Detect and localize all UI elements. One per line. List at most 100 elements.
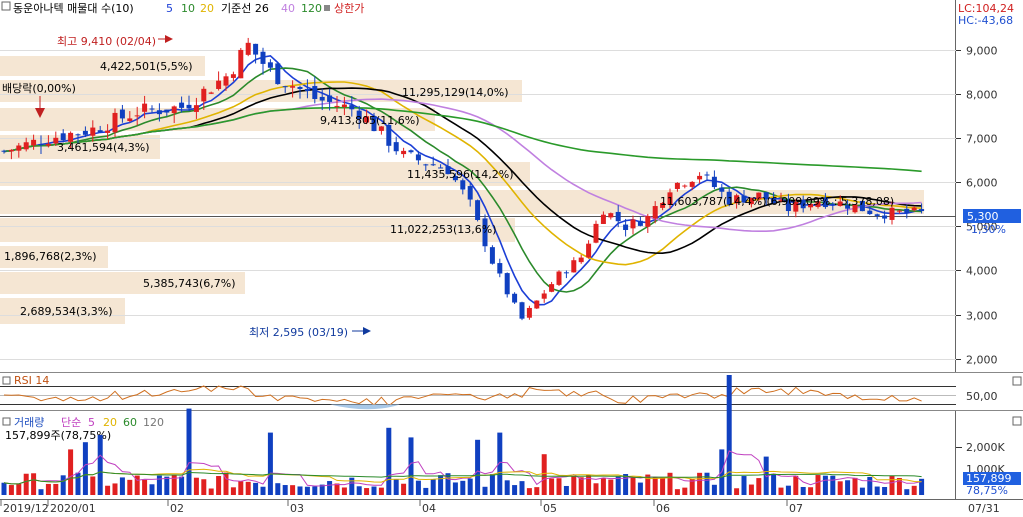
candle-body <box>142 103 148 112</box>
volume-bar <box>867 476 873 495</box>
volume-bar <box>216 476 222 495</box>
candle-body <box>245 42 251 55</box>
volume-profile-label: 1,896,768(2,3%) <box>4 250 97 263</box>
candle-body <box>60 133 66 141</box>
candle-body <box>512 293 518 303</box>
candle-body <box>452 175 458 181</box>
current-change: -1,30% <box>967 223 1006 236</box>
volume-bar <box>771 473 777 495</box>
candle-body <box>275 63 281 85</box>
volume-bar <box>393 479 399 495</box>
candle-body <box>556 271 562 285</box>
dividend-annotation: 배당락(0,00%) <box>2 82 76 95</box>
volume-bar <box>208 488 214 495</box>
candle-body <box>534 300 540 309</box>
rsi-line <box>3 385 922 407</box>
volume-bar <box>430 479 436 495</box>
candle-body <box>334 105 340 107</box>
candle-body <box>216 80 222 89</box>
date-label: 05 <box>543 502 557 515</box>
current-price-box <box>963 209 1021 223</box>
volume-bar <box>689 478 695 495</box>
volume-toggle-checkbox[interactable] <box>2 417 11 426</box>
candle-body <box>778 199 784 201</box>
candle-body <box>119 109 125 119</box>
candle-body <box>193 105 199 112</box>
candle-body <box>349 105 355 110</box>
volume-bar <box>253 482 259 495</box>
volume-bars <box>1 375 925 495</box>
volume-bar <box>341 487 347 495</box>
volume-bar <box>785 485 791 495</box>
volume-bar <box>475 439 481 495</box>
volume-panel: 거래량 단순 5 20 60 120 157,899주(78,75%) 2,000K … <box>1 375 1022 497</box>
rsi-background <box>0 373 956 410</box>
candle-body <box>800 199 806 209</box>
volume-bar <box>489 473 495 495</box>
candle-body <box>401 150 407 155</box>
rsi-close-icon[interactable] <box>1012 376 1022 386</box>
ma120-line <box>3 106 922 173</box>
volume-bar <box>60 475 66 495</box>
ma-legend-item: 10 <box>181 2 195 15</box>
volume-bar <box>623 474 629 495</box>
candle-body <box>793 202 799 212</box>
volume-bar <box>105 485 111 495</box>
candle-body <box>837 201 843 206</box>
volume-bar <box>756 478 762 495</box>
volume-bar <box>667 472 673 495</box>
volume-bar <box>134 475 140 495</box>
volume-bar <box>1 482 7 495</box>
candle-body <box>497 263 503 274</box>
volume-bar <box>919 478 925 495</box>
volume-ma-legend: 5 20 60 120 <box>88 416 164 429</box>
volume-bar <box>830 475 836 495</box>
candle-body <box>763 192 769 200</box>
volume-bar <box>156 475 162 495</box>
price-axis-label: 7,000 <box>966 133 998 146</box>
volume-bar <box>896 477 902 495</box>
volume-bar <box>711 484 717 495</box>
volume-ma-legend-item: 5 <box>88 416 95 429</box>
candle-body <box>882 215 888 219</box>
title-checkbox[interactable] <box>1 1 11 11</box>
candle-body <box>223 76 229 86</box>
volume-bar <box>882 486 888 495</box>
volume-bar <box>697 472 703 495</box>
volume-current-box-value: 157,899 <box>966 472 1012 485</box>
volume-bar <box>75 472 81 495</box>
volume-bar <box>615 476 621 495</box>
date-label: 03 <box>290 502 304 515</box>
volume-close-icon[interactable] <box>1012 416 1022 426</box>
volume-bar <box>38 489 44 495</box>
right-axis-area <box>956 0 1023 500</box>
candle-body <box>260 51 266 64</box>
volume-bar <box>282 485 288 495</box>
candle-body <box>697 175 703 180</box>
volume-bar <box>423 487 429 495</box>
candle-body <box>845 205 851 209</box>
candle-body <box>652 206 658 219</box>
low-annotation: 최저 2,595 (03/19) <box>249 326 348 339</box>
volume-bar <box>438 475 444 495</box>
candle-body <box>689 181 695 187</box>
candle-body <box>304 88 310 92</box>
rsi-toggle-checkbox[interactable] <box>2 376 11 385</box>
date-label: 2019/12 <box>3 502 49 515</box>
ma-legend-item: 기준선 26 <box>221 2 269 15</box>
volume-current-box <box>963 472 1021 485</box>
volume-bar <box>889 475 895 495</box>
candle-body <box>711 176 717 188</box>
candle-body <box>38 143 44 146</box>
candle-body <box>149 108 155 110</box>
volume-bar <box>859 487 865 495</box>
volume-bar <box>31 473 37 495</box>
volume-bar <box>378 487 384 495</box>
volume-bar <box>245 481 251 495</box>
candle-body <box>578 257 584 263</box>
candle-body <box>201 88 207 102</box>
volume-bar <box>578 477 584 495</box>
hc-value: HC:-43,68 <box>958 14 1013 27</box>
volume-bar <box>415 480 421 495</box>
